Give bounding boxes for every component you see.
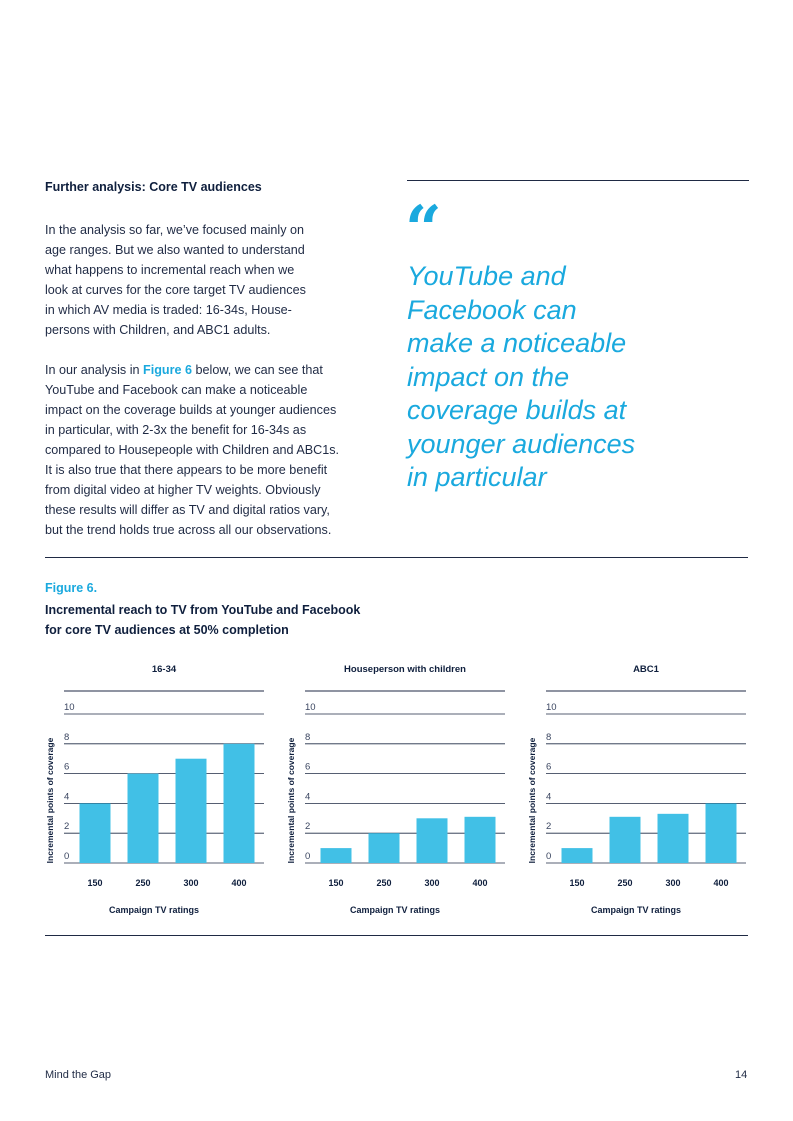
x-tick-label: 150 — [328, 878, 343, 888]
quote-line: younger audiences — [407, 428, 636, 459]
text-line: compared to Housepeople with Children an… — [45, 443, 340, 457]
quote-line: make a noticeable — [407, 328, 627, 358]
bar — [657, 813, 689, 863]
y-tick-label: 4 — [64, 791, 69, 802]
y-tick-label: 8 — [64, 732, 69, 743]
bar — [609, 816, 641, 863]
text-line: what happens to incremental reach when w… — [45, 263, 295, 277]
text-line: these results will differ as TV and digi… — [45, 503, 330, 517]
text-line: impact on the coverage builds at younger… — [45, 403, 337, 417]
figure-label: Figure 6. — [45, 581, 98, 595]
x-tick-label: 400 — [713, 878, 728, 888]
x-tick-label: 300 — [665, 878, 680, 888]
bar — [175, 758, 207, 863]
text-line: from digital video at higher TV weights.… — [45, 483, 321, 497]
text-line: age ranges. But we also wanted to unders… — [45, 243, 305, 257]
chart-title: Houseperson with children — [344, 664, 466, 675]
x-tick-label: 400 — [472, 878, 487, 888]
y-axis-label: Incremental points of coverage — [45, 737, 55, 863]
body-paragraph-2: In our analysis in Figure 6 below, we ca… — [45, 360, 375, 540]
y-axis-label: Incremental points of coverage — [286, 737, 296, 863]
section-heading: Further analysis: Core TV audiences — [45, 180, 262, 194]
x-tick-label: 150 — [569, 878, 584, 888]
x-axis-label: Campaign TV ratings — [109, 905, 199, 915]
bar — [368, 833, 400, 863]
text-line: but the trend holds true across all our … — [45, 523, 332, 537]
y-axis-label: Incremental points of coverage — [527, 737, 537, 863]
y-tick-label: 8 — [546, 732, 551, 743]
x-axis-label: Campaign TV ratings — [350, 905, 440, 915]
y-tick-label: 6 — [64, 762, 69, 773]
page-number: 14 — [735, 1069, 748, 1081]
bar — [127, 773, 159, 863]
y-tick-label: 10 — [546, 702, 557, 713]
y-tick-label: 0 — [64, 851, 69, 862]
text-line: in which AV media is traded: 16-34s, Hou… — [45, 303, 292, 317]
bar — [464, 816, 496, 863]
x-tick-label: 400 — [231, 878, 246, 888]
chart-title: 16-34 — [152, 664, 177, 675]
chart-abc1: ABC1 0 2 4 6 8 10 150 250 300 400 Campaign TV ratin… — [527, 664, 746, 915]
x-axis-label: Campaign TV ratings — [591, 905, 681, 915]
y-tick-label: 10 — [305, 702, 316, 713]
quote-divider — [407, 180, 749, 181]
x-tick-label: 250 — [376, 878, 391, 888]
x-tick-label: 150 — [87, 878, 102, 888]
figure-bottom-divider — [45, 935, 748, 936]
text-line: YouTube and Facebook can make a noticeab… — [45, 383, 308, 397]
quote-mark-icon: “ — [405, 192, 442, 267]
y-tick-label: 0 — [305, 851, 310, 862]
figure-6-reference: Figure 6 — [143, 363, 193, 377]
y-tick-label: 2 — [305, 821, 310, 832]
figure-title-line: for core TV audiences at 50% completion — [45, 623, 289, 637]
y-tick-label: 4 — [546, 791, 551, 802]
chart-houseperson-with-children: Houseperson with children 0 2 4 6 8 10 150 250 30… — [286, 664, 505, 915]
chart-title: ABC1 — [633, 664, 660, 675]
quote-line: YouTube and — [407, 261, 566, 291]
pull-quote: YouTube and Facebook can make a noticeab… — [407, 260, 767, 495]
y-tick-label: 4 — [305, 791, 310, 802]
figure-title-line: Incremental reach to TV from YouTube and… — [45, 603, 361, 617]
text-line: in particular, with 2-3x the benefit for… — [45, 423, 307, 437]
body-paragraph-1: In the analysis so far, we’ve focused ma… — [45, 220, 375, 340]
text-fragment: In our analysis in — [45, 363, 144, 377]
quote-line: in particular — [407, 462, 547, 492]
text-line: It is also true that there appears to be… — [45, 463, 328, 477]
bar — [79, 803, 111, 863]
x-tick-label: 250 — [135, 878, 150, 888]
chart-16-34: 16-34 0 2 4 6 8 10 150 250 300 400 Campaign TV rati… — [45, 664, 264, 915]
quote-line: impact on the — [407, 361, 570, 392]
y-tick-label: 10 — [64, 702, 75, 713]
y-tick-label: 2 — [64, 821, 69, 832]
text-fragment: below, we can see that — [192, 363, 323, 377]
figure-title: Incremental reach to TV from YouTube and… — [45, 600, 360, 640]
footer-title: Mind the Gap — [45, 1069, 112, 1081]
bar — [416, 818, 448, 863]
text-line: persons with Children, and ABC1 adults. — [45, 323, 271, 337]
y-tick-label: 8 — [305, 732, 310, 743]
bar — [561, 848, 593, 863]
x-tick-label: 300 — [183, 878, 198, 888]
text-line: In the analysis so far, we’ve focused ma… — [45, 223, 305, 237]
bar — [705, 803, 737, 863]
section-divider — [45, 557, 748, 558]
bar — [320, 848, 352, 863]
y-tick-label: 6 — [305, 762, 310, 773]
y-tick-label: 6 — [546, 762, 551, 773]
y-tick-label: 0 — [546, 851, 551, 862]
quote-line: coverage builds at — [407, 395, 627, 425]
text-line: look at curves for the core target TV au… — [45, 283, 306, 297]
y-tick-label: 2 — [546, 821, 551, 832]
bar — [223, 743, 255, 863]
x-tick-label: 250 — [617, 878, 632, 888]
quote-line: Facebook can — [407, 294, 577, 325]
text-line: In our analysis in Figure 6 below, we ca… — [45, 360, 375, 380]
x-tick-label: 300 — [424, 878, 439, 888]
